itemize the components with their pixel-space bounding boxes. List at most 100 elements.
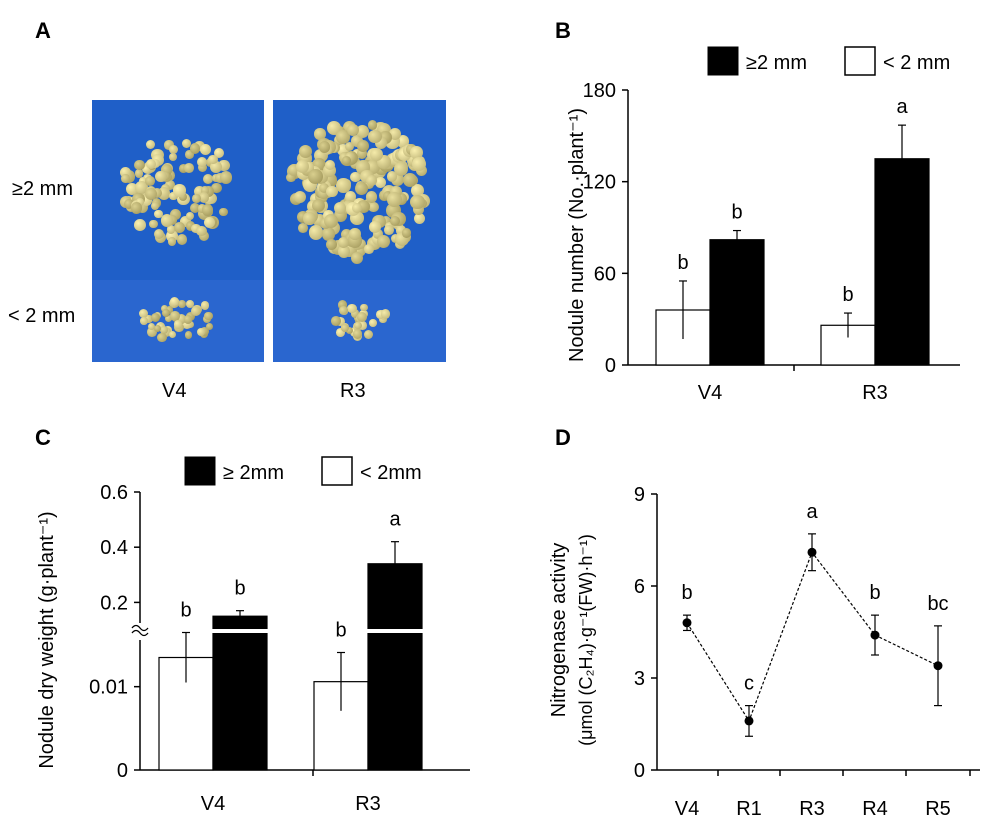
photo-col-label-v4: V4 (162, 380, 187, 402)
nodule (368, 129, 382, 144)
nodule (344, 141, 355, 152)
chart-b-sig-letter: b (677, 252, 688, 274)
nodule (207, 154, 218, 165)
chart-b-xtick-label: V4 (698, 382, 722, 404)
panel-a-letter: A (35, 18, 51, 43)
nodule (389, 128, 402, 141)
chart-b-ytick-label: 180 (583, 80, 616, 102)
nodule (339, 305, 349, 316)
nodule (153, 324, 162, 333)
nodule (368, 201, 379, 213)
nodule (169, 153, 178, 162)
chart-c-bar (367, 563, 423, 771)
nodule (298, 222, 308, 233)
nodule (200, 143, 212, 155)
nodule (374, 176, 386, 189)
nodule (303, 212, 316, 225)
nodule (317, 187, 329, 199)
chart-d-sig-letter: c (744, 673, 754, 695)
nodule (336, 130, 350, 144)
nodule (166, 306, 174, 314)
nodule (351, 135, 363, 147)
nodule (410, 194, 425, 210)
nodule (401, 228, 412, 239)
nodule (380, 216, 391, 227)
nodule (138, 309, 148, 319)
chart-b-bar (709, 239, 765, 366)
chart-c-axis-break (131, 629, 149, 637)
nodule (203, 174, 214, 185)
chart-d-point (807, 547, 817, 557)
chart-b-sig-letter: a (896, 96, 908, 118)
nodule (184, 331, 193, 339)
nodule (145, 158, 157, 170)
chart-b-sig-letter: b (731, 202, 742, 224)
chart-c-bar-break-gap (212, 629, 268, 633)
nodule (169, 191, 178, 201)
chart-d-ytick-label: 6 (634, 576, 645, 598)
nodule (330, 315, 341, 326)
nodule (386, 171, 398, 182)
nodule (143, 314, 153, 324)
chart-d-point (682, 618, 692, 628)
nodule (336, 327, 346, 337)
nodule (150, 312, 160, 322)
chart-c-bar-break-gap (367, 629, 423, 633)
chart-c-legend-label-small: < 2mm (360, 462, 422, 484)
nodule (164, 315, 173, 323)
chart-d-nitrogenase: Nitrogenase activity (μmol (C₂H₄)·g⁻¹(FW… (548, 484, 980, 820)
chart-d-point (744, 716, 754, 726)
nodule (211, 182, 222, 194)
nodule (169, 145, 179, 155)
nodule (196, 225, 208, 237)
nodule (415, 164, 428, 177)
nodule (402, 172, 418, 188)
nodule (160, 164, 172, 176)
nodule (312, 198, 326, 213)
nodule (178, 163, 188, 173)
nodule (395, 225, 406, 236)
nodule (345, 327, 353, 335)
nodule (337, 300, 348, 311)
nodule (203, 217, 215, 229)
chart-c-sig-letter: a (389, 509, 401, 531)
chart-d-point (933, 661, 943, 671)
nodule (352, 329, 363, 339)
nodule (161, 309, 170, 317)
nodule (134, 159, 145, 171)
nodule (368, 120, 378, 130)
nodule (184, 162, 195, 173)
nodule (141, 195, 152, 206)
chart-d-sig-letter: b (869, 582, 880, 604)
nodule (337, 144, 349, 157)
nodule (198, 192, 210, 203)
chart-d-sig-letter: bc (927, 593, 948, 615)
nodule (142, 165, 151, 174)
nodule (179, 215, 192, 228)
nodule (411, 183, 425, 197)
nodule (219, 207, 228, 217)
panel-b-letter: B (555, 18, 571, 43)
photo-row-label-large: ≥2 mm (12, 178, 73, 200)
nodule (145, 188, 158, 200)
chart-d-ytick-label: 0 (634, 760, 645, 782)
nodule (373, 229, 384, 240)
nodule (199, 230, 210, 242)
nodule (200, 301, 210, 310)
chart-c-sig-letter: b (180, 600, 191, 622)
chart-b-xtick-label: R3 (862, 382, 888, 404)
nodule (125, 182, 138, 195)
nodule (155, 170, 167, 182)
nodule (121, 174, 130, 183)
nodule (189, 143, 201, 154)
nodule (183, 315, 193, 325)
nodule (130, 201, 143, 214)
nodule (135, 181, 148, 194)
nodule (389, 215, 401, 227)
nodule (321, 227, 336, 241)
nodule (173, 320, 183, 329)
chart-d-ytick-label: 9 (634, 484, 645, 506)
nodule (354, 322, 362, 330)
photo-col-label-r3: R3 (340, 380, 366, 402)
nodule (173, 184, 186, 197)
